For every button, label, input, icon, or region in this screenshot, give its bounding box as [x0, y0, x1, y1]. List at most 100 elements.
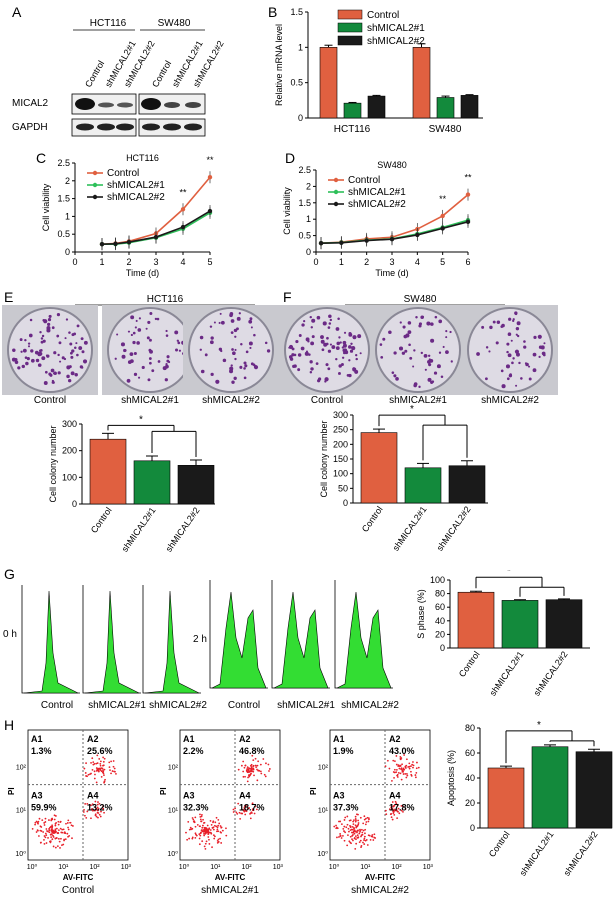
- event-dot: [263, 773, 266, 776]
- colony-dot: [80, 337, 84, 341]
- x-category-label: shMICAL2#2: [435, 504, 473, 552]
- event-dot: [199, 825, 201, 828]
- colony-dot: [311, 318, 316, 323]
- event-dot: [252, 809, 255, 812]
- event-dot: [204, 847, 207, 850]
- data-point: [126, 239, 132, 245]
- colony-dot: [230, 331, 234, 335]
- x-tick-label: 10¹: [58, 864, 69, 871]
- event-dot: [373, 833, 376, 836]
- event-dot: [336, 836, 338, 839]
- event-dot: [95, 815, 98, 818]
- event-dot: [408, 767, 411, 770]
- x-tick-label: 0: [72, 257, 77, 267]
- colony-dot: [305, 350, 309, 353]
- event-dot: [31, 827, 34, 830]
- quadrant-name: A4: [239, 791, 251, 801]
- colony-dot: [511, 361, 514, 365]
- panel-letter-c: C: [36, 150, 47, 166]
- colony-dot: [243, 367, 246, 370]
- colony-dot: [413, 349, 416, 352]
- y-tick-label: 0: [72, 499, 77, 509]
- event-dot: [248, 767, 251, 770]
- colony-dot: [165, 334, 169, 337]
- quadrant-value: 37.3%: [333, 803, 359, 813]
- colony-dot: [123, 348, 127, 353]
- colony-dot: [199, 348, 202, 351]
- colony-dot: [399, 321, 402, 324]
- event-dot: [257, 769, 260, 772]
- bar: [412, 47, 431, 119]
- colony-dot: [335, 346, 340, 351]
- colony-dot: [430, 380, 434, 384]
- bar: [436, 97, 455, 119]
- event-dot: [354, 820, 357, 823]
- blot-row-label-gapdh: GAPDH: [12, 122, 48, 133]
- event-dot: [404, 765, 407, 768]
- event-dot: [406, 774, 409, 777]
- x-tick-label: 10²: [89, 864, 100, 871]
- colony-dot: [239, 365, 243, 369]
- y-axis-label: Cell viability: [41, 183, 51, 231]
- y-tick-label: 1.5: [298, 198, 311, 208]
- event-dot: [84, 803, 87, 805]
- event-dot: [388, 767, 391, 770]
- event-dot: [220, 842, 223, 844]
- event-dot: [99, 768, 101, 770]
- colony-dot: [509, 373, 512, 376]
- panel-letter-g: G: [4, 566, 15, 582]
- event-dot: [67, 835, 69, 838]
- event-dot: [346, 844, 349, 847]
- event-dot: [191, 836, 194, 839]
- event-dot: [391, 818, 394, 821]
- colony-dot: [164, 378, 168, 382]
- quadrant-value: 25.6%: [87, 746, 113, 756]
- colony-dot: [236, 316, 241, 321]
- blot-band: [97, 123, 115, 131]
- event-dot: [96, 809, 99, 812]
- quadrant-value: 1.3%: [31, 746, 52, 756]
- colony-dot: [25, 361, 29, 366]
- colony-dot: [382, 337, 386, 341]
- colony-dot: [149, 311, 153, 315]
- event-dot: [415, 767, 418, 770]
- event-dot: [207, 836, 210, 838]
- event-dot: [354, 835, 357, 838]
- colony-dot: [350, 342, 353, 345]
- x-tick-label: 6: [465, 257, 470, 267]
- event-dot: [348, 840, 351, 843]
- event-dot: [99, 764, 102, 767]
- event-dot: [43, 822, 46, 824]
- colony-dot: [40, 340, 44, 344]
- event-dot: [250, 772, 252, 775]
- event-dot: [204, 842, 207, 845]
- y-tick-label: 10²: [16, 764, 27, 771]
- event-dot: [219, 831, 222, 833]
- y-tick-label: 100: [430, 575, 445, 585]
- event-dot: [97, 812, 100, 814]
- event-dot: [372, 839, 375, 841]
- event-dot: [416, 761, 418, 764]
- event-dot: [217, 830, 220, 833]
- event-dot: [67, 828, 70, 831]
- histogram-curve: [144, 590, 200, 694]
- event-dot: [338, 836, 340, 838]
- colony-dot: [69, 351, 73, 355]
- legend-label: Control: [367, 10, 399, 21]
- colony-dot: [73, 332, 77, 336]
- colony-dot: [506, 342, 510, 346]
- x-category-label: shMICAL2#1: [518, 829, 556, 877]
- time-label-0h: 0 h: [3, 629, 17, 640]
- colony-dot: [51, 326, 55, 330]
- legend-label: shMICAL2#2: [348, 199, 406, 210]
- event-dot: [410, 770, 412, 773]
- colony-dot: [64, 337, 67, 340]
- panel-letter-b: B: [268, 4, 278, 20]
- colony-dot: [489, 325, 493, 330]
- event-dot: [396, 804, 399, 807]
- significance-mark: *: [537, 720, 541, 731]
- colony-dot: [52, 381, 55, 384]
- x-category-label: shMICAL2#1: [391, 504, 429, 552]
- colony-dot: [48, 372, 52, 376]
- x-tick-label: 2: [126, 257, 131, 267]
